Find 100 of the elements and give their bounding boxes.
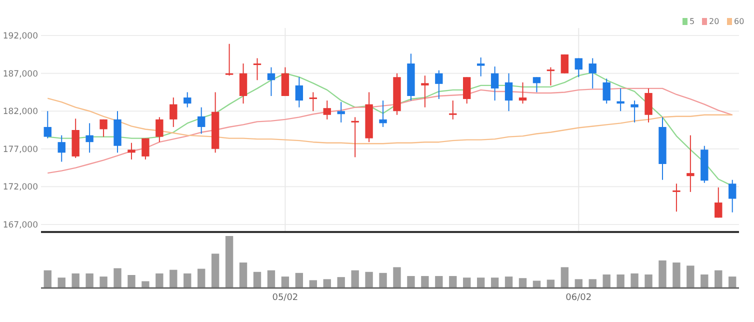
bar bbox=[602, 274, 610, 288]
candlestick bbox=[686, 134, 694, 192]
candlestick bbox=[267, 66, 276, 96]
bar bbox=[365, 272, 373, 288]
y-tick-label: 167,000 bbox=[2, 220, 38, 230]
candlestick bbox=[184, 92, 192, 108]
bar bbox=[253, 272, 262, 288]
bar bbox=[337, 277, 345, 288]
bar bbox=[170, 270, 178, 288]
bar bbox=[560, 267, 569, 288]
bar bbox=[504, 276, 513, 288]
bar bbox=[295, 272, 304, 288]
candlestick bbox=[239, 63, 248, 104]
candlestick bbox=[532, 76, 541, 93]
line-series bbox=[47, 98, 733, 144]
bar bbox=[184, 273, 192, 288]
candlestick bbox=[602, 78, 610, 104]
candlestick bbox=[128, 142, 136, 160]
x-tick-label: 05/02 bbox=[272, 293, 298, 303]
candlestick bbox=[156, 116, 164, 143]
bar bbox=[351, 270, 359, 288]
bar bbox=[616, 274, 624, 288]
bar bbox=[72, 273, 80, 288]
legend-label: 20 bbox=[709, 17, 720, 26]
bar bbox=[393, 267, 401, 288]
bar bbox=[700, 274, 708, 288]
bar bbox=[421, 276, 429, 288]
bar bbox=[546, 280, 555, 288]
bar bbox=[490, 278, 499, 288]
candlestick bbox=[630, 100, 638, 123]
bar bbox=[114, 268, 122, 288]
bar bbox=[100, 276, 108, 288]
candlestick bbox=[253, 58, 262, 81]
bar bbox=[379, 272, 387, 288]
bar bbox=[644, 274, 652, 288]
y-tick-label: 172,000 bbox=[2, 182, 38, 193]
candlestick bbox=[714, 186, 722, 218]
candlestick bbox=[518, 82, 527, 104]
candlestick bbox=[225, 43, 234, 76]
candlestick bbox=[546, 66, 555, 86]
bar bbox=[309, 280, 317, 288]
candlestick bbox=[44, 110, 52, 139]
candlestick bbox=[463, 76, 471, 104]
bar bbox=[267, 270, 276, 288]
candlestick bbox=[435, 70, 443, 100]
y-tick-label: 177,000 bbox=[2, 144, 38, 155]
legend-label: 5 bbox=[690, 17, 695, 26]
bar bbox=[476, 278, 485, 288]
candlestick bbox=[476, 56, 485, 77]
candlestick bbox=[309, 92, 317, 112]
bar bbox=[225, 236, 234, 288]
bar bbox=[588, 279, 596, 288]
bar bbox=[672, 262, 680, 288]
bar bbox=[198, 268, 206, 288]
candlestick bbox=[58, 134, 66, 162]
bar bbox=[532, 280, 541, 288]
bar bbox=[156, 273, 164, 288]
bar bbox=[128, 275, 136, 288]
bar bbox=[630, 273, 638, 288]
bar bbox=[323, 279, 331, 288]
bar bbox=[463, 278, 471, 288]
bar bbox=[686, 266, 694, 288]
candlestick bbox=[281, 66, 290, 96]
candlestick bbox=[86, 122, 94, 154]
bar bbox=[518, 278, 527, 288]
bar bbox=[714, 270, 722, 288]
bar bbox=[44, 270, 52, 288]
y-tick-label: 192,000 bbox=[2, 32, 38, 42]
candlestick bbox=[574, 58, 582, 78]
candlestick bbox=[421, 75, 429, 108]
y-tick-label: 182,000 bbox=[2, 107, 38, 118]
candlestick bbox=[170, 97, 178, 128]
candlestick bbox=[504, 72, 513, 112]
bar bbox=[407, 276, 415, 288]
x-tick-label: 06/02 bbox=[566, 293, 592, 303]
bar bbox=[574, 279, 582, 288]
candlestick bbox=[672, 183, 680, 212]
candlestick bbox=[142, 138, 150, 160]
candlestick bbox=[100, 118, 108, 138]
y-tick-label: 187,000 bbox=[2, 69, 38, 80]
bar bbox=[449, 276, 457, 288]
bar bbox=[728, 276, 736, 288]
bar bbox=[58, 278, 66, 288]
candlestick bbox=[323, 100, 331, 120]
candlestick bbox=[490, 66, 499, 102]
candlestick bbox=[198, 106, 206, 134]
bar bbox=[142, 281, 150, 288]
bar bbox=[435, 276, 443, 288]
bar bbox=[211, 254, 220, 288]
candlestick bbox=[616, 88, 624, 112]
candlestick bbox=[351, 116, 359, 158]
bar bbox=[281, 276, 290, 288]
bar bbox=[658, 260, 666, 288]
candlestick bbox=[588, 58, 596, 89]
candlestick bbox=[644, 88, 652, 123]
bar bbox=[239, 262, 248, 288]
candlestick bbox=[379, 100, 387, 128]
candlestick bbox=[728, 179, 736, 213]
candlestick bbox=[449, 100, 457, 120]
candlestick bbox=[295, 76, 304, 108]
